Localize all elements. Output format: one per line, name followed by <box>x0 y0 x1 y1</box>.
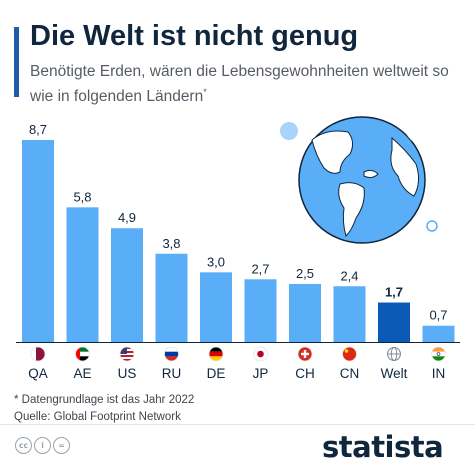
bar-jp <box>244 279 277 342</box>
bar-ch <box>289 283 321 342</box>
value-label-us: 4,9 <box>118 210 136 225</box>
bubble-small <box>426 220 438 232</box>
category-label-jp: JP <box>253 366 269 381</box>
russia-flag <box>164 346 179 362</box>
bar-ru <box>155 253 188 342</box>
value-label-qa: 8,7 <box>29 122 47 137</box>
island-caribbean <box>363 169 379 179</box>
bar-welt <box>378 302 410 342</box>
attribution-icon: i <box>34 437 51 454</box>
value-label-ru: 3,8 <box>162 236 180 251</box>
bar-de <box>200 272 232 342</box>
bar-us <box>111 228 143 342</box>
bar-in <box>422 325 455 342</box>
category-label-us: US <box>118 366 137 381</box>
category-label-cn: CN <box>340 366 360 381</box>
world-icon <box>387 347 401 361</box>
value-label-jp: 2,7 <box>251 261 269 276</box>
india-flag <box>431 346 446 362</box>
category-label-qa: QA <box>28 366 48 381</box>
category-label-de: DE <box>207 366 226 381</box>
value-label-in: 0,7 <box>429 308 447 323</box>
value-label-de: 3,0 <box>207 254 225 269</box>
category-label-ch: CH <box>295 366 315 381</box>
uae-flag <box>75 346 90 362</box>
japan-flag <box>253 346 268 362</box>
category-label-ae: AE <box>73 366 91 381</box>
category-label-ru: RU <box>162 366 182 381</box>
value-label-ch: 2,5 <box>296 266 314 281</box>
footnotes: * Datengrundlage ist das Jahr 2022 Quell… <box>14 392 194 426</box>
footer-divider <box>0 424 475 425</box>
subtitle-footnote-mark: * <box>203 87 207 97</box>
category-label-welt: Welt <box>381 366 408 381</box>
globe-bite <box>404 129 426 146</box>
globe-illustration <box>280 116 438 244</box>
chart-subtitle: Benötigte Erden, wären die Lebensgewohnh… <box>30 62 450 107</box>
qatar-flag <box>30 346 46 362</box>
footnote-note: * Datengrundlage ist das Jahr 2022 <box>14 394 195 406</box>
creative-commons-icon: cc <box>15 437 32 454</box>
statista-logo[interactable]: statista <box>322 430 444 464</box>
bubble-large <box>280 122 298 140</box>
germany-flag <box>208 346 224 362</box>
value-label-ae: 5,8 <box>73 189 91 204</box>
chart-title: Die Welt ist nicht genug <box>30 20 359 52</box>
continent-europe-africa <box>390 136 420 197</box>
usa-flag <box>119 346 135 362</box>
value-label-cn: 2,4 <box>340 268 358 283</box>
license-icons[interactable]: cc i = <box>15 437 70 454</box>
footnote-source: Quelle: Global Footprint Network <box>14 411 181 423</box>
switzerland-flag <box>297 346 313 362</box>
china-flag <box>342 346 357 362</box>
title-accent-bar <box>14 27 19 97</box>
bars-group: 8,7 QA 5,8 AE 4,9 US 3,8 RU 3,0 DE 2,7 JP 2,5 CH 2,4 CN… <box>22 122 455 381</box>
bar-ae <box>66 207 99 342</box>
category-label-in: IN <box>432 366 446 381</box>
subtitle-text: Benötigte Erden, wären die Lebensgewohnh… <box>30 63 449 106</box>
continent-north-america <box>311 130 354 174</box>
value-label-welt: 1,7 <box>385 285 403 300</box>
no-derivatives-icon: = <box>53 437 70 454</box>
bar-qa <box>22 140 54 342</box>
bar-cn <box>333 286 366 342</box>
continent-south-america <box>338 182 365 237</box>
